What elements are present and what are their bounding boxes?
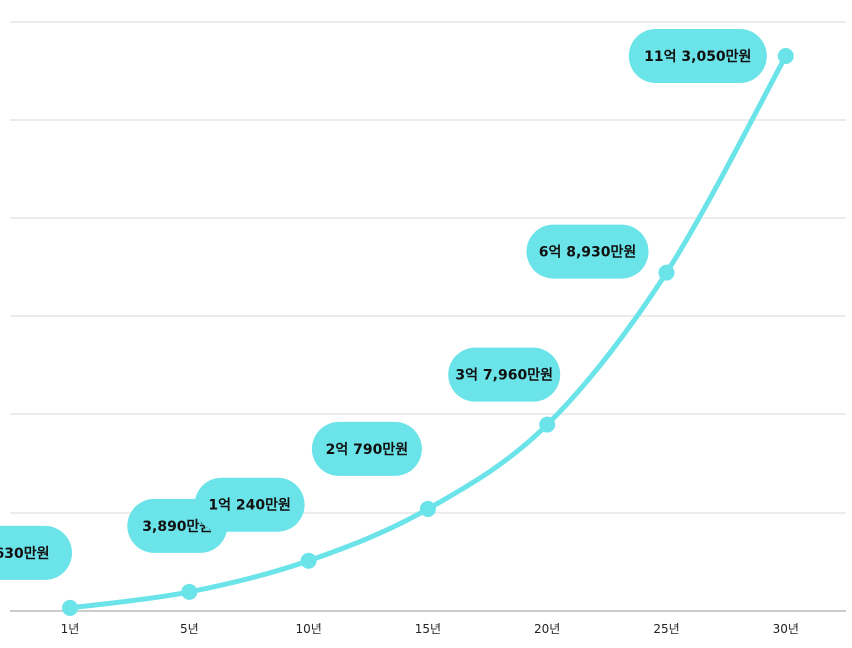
x-tick-label-2: 10년 (295, 622, 321, 636)
x-tick-label-6: 30년 (773, 622, 799, 636)
value-label-3: 2억 790만원 (326, 442, 408, 458)
data-point-1 (181, 583, 198, 600)
data-point-5 (658, 264, 675, 281)
value-label-6: 11억 3,050만원 (644, 49, 751, 65)
value-label-2: 1억 240만원 (208, 498, 290, 514)
value-label-bg-3 (311, 421, 422, 476)
data-point-3 (419, 500, 436, 517)
x-tick-label-4: 20년 (534, 622, 560, 636)
value-label-0: 630만원 (0, 546, 49, 562)
value-label-5: 6억 8,930만원 (539, 245, 637, 261)
data-point-6 (777, 48, 794, 64)
value-label-1: 3,890만원 (142, 519, 212, 535)
value-label-bg-4 (448, 347, 561, 402)
value-label-bg-6 (628, 29, 767, 83)
value-label-bg-0 (0, 525, 72, 580)
x-tick-label-3: 15년 (415, 622, 441, 636)
data-point-2 (300, 552, 317, 569)
x-tick-label-0: 1년 (61, 622, 80, 636)
value-label-bg-5 (526, 224, 649, 279)
x-tick-label-5: 25년 (653, 622, 679, 636)
value-label-bg-2 (194, 477, 305, 532)
value-label-4: 3억 7,960만원 (455, 368, 553, 384)
x-tick-label-1: 5년 (180, 622, 199, 636)
data-point-0 (62, 599, 78, 616)
series-line (67, 53, 789, 611)
data-point-4 (539, 416, 556, 433)
